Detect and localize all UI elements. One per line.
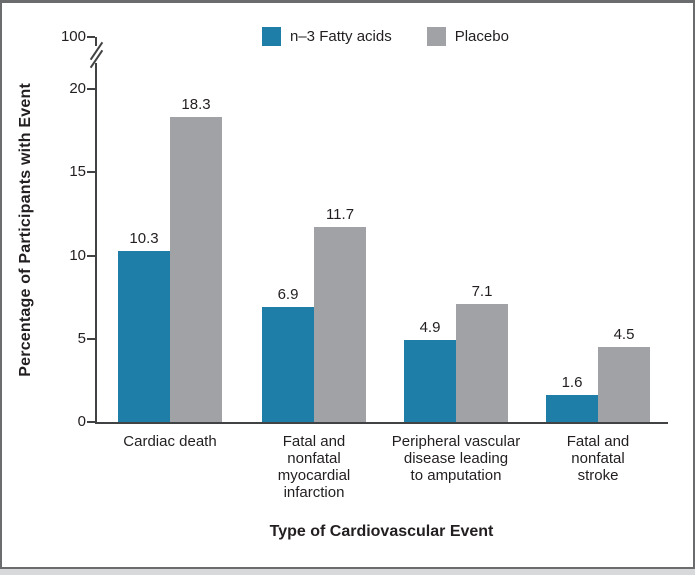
legend-label-placebo: Placebo	[454, 28, 509, 45]
y-axis-tick	[87, 171, 95, 174]
y-tick-label: 0	[77, 413, 86, 430]
bar-value-label: 6.9	[277, 286, 299, 304]
bar-placebo	[314, 227, 366, 422]
bar-placebo	[456, 303, 508, 422]
x-category-label: Peripheral vascular disease leading to a…	[391, 433, 521, 484]
y-axis-line	[95, 37, 97, 424]
bar-placebo	[170, 117, 222, 422]
y-axis-tick	[87, 88, 95, 90]
y-axis-tick	[87, 421, 95, 423]
bar-value-label: 10.3	[129, 229, 159, 247]
y-axis-title-wrap: Percentage of Participants with Event	[12, 37, 40, 423]
y-axis-tick-100	[87, 36, 95, 38]
bar-value-label: 7.1	[471, 282, 493, 300]
bar-value-label: 1.6	[561, 374, 583, 392]
bar-n3-fatty-acids	[404, 340, 456, 422]
y-tick-label: 5	[77, 329, 86, 347]
y-tick-label-100: 100	[60, 28, 86, 45]
bar-n3-fatty-acids	[118, 250, 170, 422]
y-tick-label: 10	[69, 246, 86, 264]
y-axis-tick	[87, 254, 95, 257]
bar-value-label: 4.9	[419, 319, 441, 337]
n3-fatty-acids-swatch	[262, 27, 281, 46]
placebo-swatch	[426, 27, 446, 46]
y-tick-label: 20	[69, 80, 86, 97]
legend-item-placebo: Placebo	[426, 27, 509, 46]
legend: n–3 Fatty acids Placebo	[262, 27, 509, 46]
bar-value-label: 11.7	[325, 206, 355, 224]
y-axis-title: Percentage of Participants with Event	[17, 83, 34, 377]
bar-n3-fatty-acids	[546, 395, 598, 422]
legend-label-n3: n–3 Fatty acids	[290, 28, 392, 45]
x-axis-line	[95, 422, 668, 424]
x-category-label: Fatal and nonfatal stroke	[566, 433, 630, 484]
bar-value-label: 4.5	[613, 326, 635, 344]
x-axis-title: Type of Cardiovascular Event	[269, 523, 494, 540]
bar-placebo	[598, 347, 650, 422]
legend-item-n3: n–3 Fatty acids	[262, 27, 392, 46]
bar-value-label: 18.3	[181, 96, 211, 114]
bar-n3-fatty-acids	[262, 307, 314, 422]
y-tick-label: 15	[69, 163, 86, 181]
page-background-strip	[0, 569, 695, 575]
x-category-label: Cardiac death	[123, 433, 217, 450]
y-axis-tick	[87, 337, 95, 340]
x-category-label: Fatal and nonfatal myocardial infarction	[277, 433, 351, 501]
